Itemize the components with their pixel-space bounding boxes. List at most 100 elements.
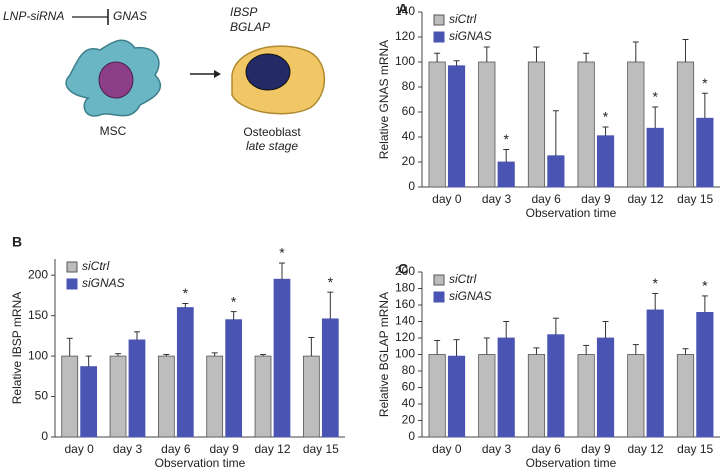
significance-mark: * (702, 278, 708, 294)
y-tick-label: 120 (395, 29, 415, 43)
x-tick-label: day 3 (113, 442, 143, 456)
y-tick-label: 100 (28, 348, 48, 362)
x-tick-label: day 6 (531, 442, 561, 456)
y-tick-label: 20 (402, 154, 416, 168)
bar (447, 65, 466, 188)
marker-label: IBSP (230, 5, 257, 19)
significance-mark: * (603, 109, 609, 125)
y-tick-label: 200 (395, 264, 415, 278)
y-tick-label: 120 (395, 330, 415, 344)
bar (627, 61, 645, 188)
y-tick-label: 0 (408, 179, 415, 193)
y-tick-label: 60 (402, 104, 416, 118)
arrow-head (214, 70, 221, 78)
x-tick-label: day 12 (627, 192, 663, 206)
panel-letter: A (398, 1, 408, 17)
y-axis-label: Relative BGLAP mRNA (377, 292, 391, 417)
bar (696, 117, 714, 188)
bar (547, 334, 565, 438)
bar (478, 61, 496, 188)
bar (157, 355, 175, 438)
diagram: LNP-siRNA GNAS MSC IBSP BGLAP Osteoblast… (3, 5, 326, 153)
bar (577, 354, 595, 438)
x-axis-label: Observation time (155, 456, 246, 470)
bar (321, 318, 339, 438)
y-tick-label: 100 (395, 54, 415, 68)
legend-swatch (433, 291, 445, 303)
legend-swatch (66, 261, 78, 273)
x-axis-label: Observation time (526, 456, 617, 470)
bar (428, 61, 446, 188)
marker-label: BGLAP (230, 20, 270, 34)
bar (302, 355, 320, 438)
x-tick-label: day 15 (303, 442, 339, 456)
y-tick-label: 160 (395, 297, 415, 311)
significance-mark: * (279, 245, 285, 261)
bar (273, 278, 291, 438)
x-tick-label: day 0 (432, 192, 462, 206)
bar (646, 127, 664, 188)
x-tick-label: day 9 (581, 442, 611, 456)
x-tick-label: day 15 (677, 192, 713, 206)
legend-label: siCtrl (449, 12, 477, 26)
legend-label: siCtrl (449, 272, 477, 286)
y-tick-label: 80 (402, 79, 416, 93)
significance-mark: * (702, 75, 708, 91)
x-tick-label: day 6 (161, 442, 191, 456)
bar (176, 307, 194, 438)
bar (428, 354, 446, 438)
bar (128, 339, 146, 438)
x-tick-label: day 3 (482, 442, 512, 456)
y-tick-label: 140 (395, 4, 415, 18)
legend-swatch (433, 31, 445, 43)
y-tick-label: 40 (402, 129, 416, 143)
bar (447, 355, 466, 438)
significance-mark: * (503, 131, 509, 147)
significance-mark: * (652, 275, 658, 291)
y-axis-label: Relative GNAS mRNA (377, 40, 391, 159)
y-tick-label: 150 (28, 308, 48, 322)
y-tick-label: 200 (28, 267, 48, 281)
bar (206, 355, 224, 438)
x-tick-label: day 12 (254, 442, 290, 456)
bar (547, 155, 565, 188)
source-cell-label: MSC (100, 124, 127, 138)
panel-letter: B (12, 234, 22, 250)
result-stage-label: late stage (246, 139, 298, 153)
y-tick-label: 140 (395, 314, 415, 328)
bar (254, 355, 272, 438)
y-tick-label: 180 (395, 281, 415, 295)
significance-mark: * (183, 285, 189, 301)
bar (676, 61, 695, 188)
x-tick-label: day 0 (64, 442, 94, 456)
significance-mark: * (328, 274, 334, 290)
legend-label: siCtrl (82, 259, 110, 273)
y-tick-label: 80 (402, 363, 416, 377)
bar (80, 366, 98, 438)
y-tick-label: 40 (402, 396, 416, 410)
bar (527, 354, 546, 438)
bar (61, 355, 79, 438)
bar (596, 135, 615, 188)
legend-label: siGNAS (449, 29, 492, 43)
osteoblast-nucleus (245, 53, 291, 91)
y-tick-label: 60 (402, 380, 416, 394)
legend-swatch (66, 278, 78, 290)
bar (577, 61, 595, 188)
x-tick-label: day 9 (209, 442, 239, 456)
y-tick-label: 20 (402, 413, 416, 427)
panel-letter: C (398, 261, 408, 277)
y-tick-label: 100 (395, 347, 415, 361)
bar (527, 61, 546, 188)
x-tick-label: day 15 (677, 442, 713, 456)
y-tick-label: 0 (408, 429, 415, 443)
bar (478, 354, 496, 438)
x-tick-label: day 6 (531, 192, 561, 206)
target-label: GNAS (113, 9, 147, 23)
msc-nucleus (98, 61, 134, 99)
x-tick-label: day 12 (627, 442, 663, 456)
bar (109, 355, 127, 438)
significance-mark: * (231, 293, 237, 309)
bar (646, 309, 664, 438)
